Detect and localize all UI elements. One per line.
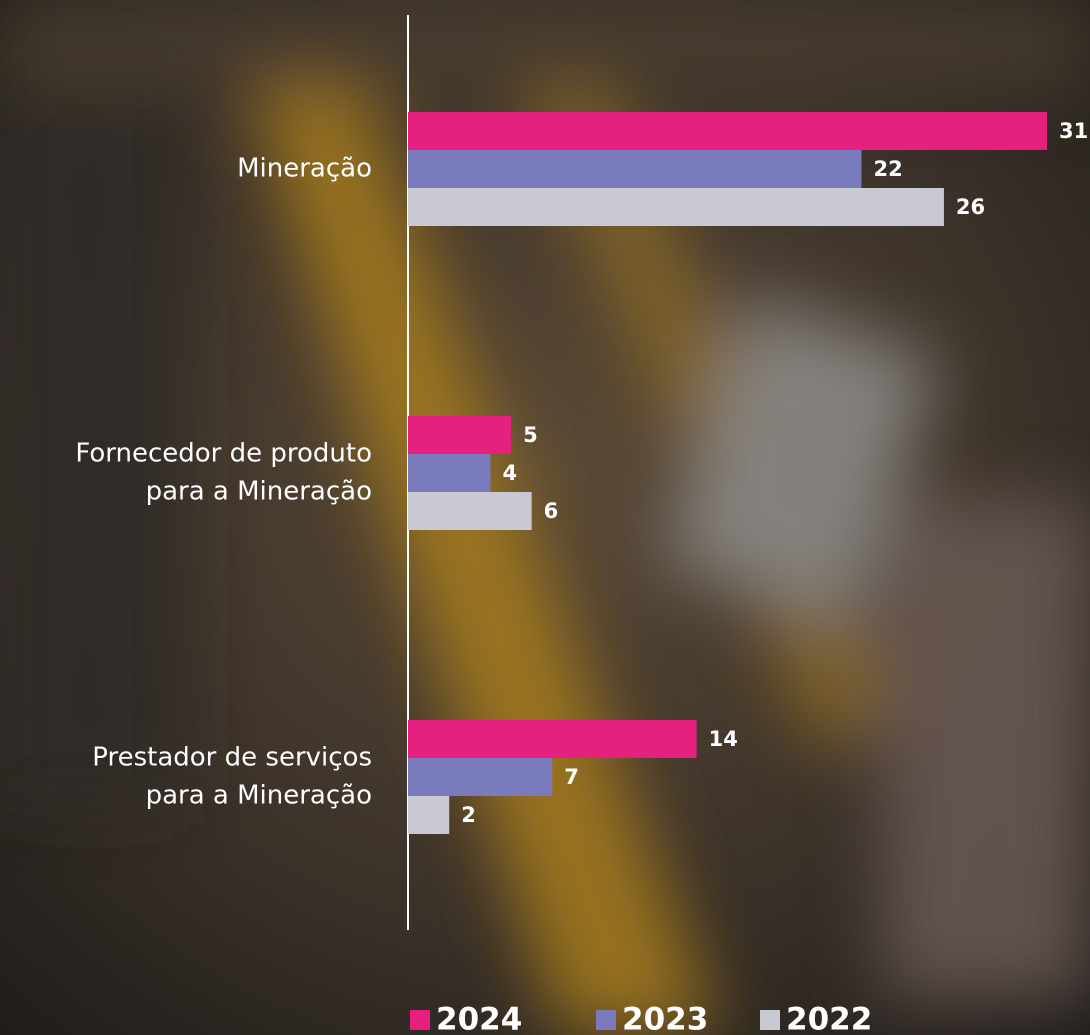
bar bbox=[408, 188, 944, 226]
legend-swatch bbox=[596, 1010, 616, 1030]
value-label: 7 bbox=[564, 765, 579, 789]
legend-label: 2023 bbox=[622, 1002, 708, 1035]
legend-swatch bbox=[410, 1010, 430, 1030]
value-label: 6 bbox=[544, 499, 559, 523]
bar bbox=[408, 758, 552, 796]
legend-label: 2024 bbox=[436, 1002, 522, 1035]
category-label: para a Mineração bbox=[146, 477, 372, 507]
bar bbox=[408, 720, 697, 758]
value-label: 2 bbox=[461, 803, 476, 827]
bar bbox=[408, 454, 490, 492]
category-label: Prestador de serviços bbox=[92, 743, 372, 773]
category-label: Fornecedor de produto bbox=[75, 439, 372, 469]
category-label: Mineração bbox=[237, 154, 372, 184]
bar bbox=[408, 112, 1047, 150]
value-label: 31 bbox=[1059, 119, 1088, 143]
category-label: para a Mineração bbox=[146, 781, 372, 811]
bar bbox=[408, 492, 532, 530]
legend-swatch bbox=[760, 1010, 780, 1030]
bar bbox=[408, 796, 449, 834]
legend-label: 2022 bbox=[786, 1002, 872, 1035]
value-label: 4 bbox=[502, 461, 517, 485]
chart: Mineração312226Fornecedor de produtopara… bbox=[0, 0, 1090, 1035]
bar bbox=[408, 416, 511, 454]
value-label: 14 bbox=[709, 727, 738, 751]
value-label: 22 bbox=[873, 157, 902, 181]
bar bbox=[408, 150, 861, 188]
value-label: 5 bbox=[523, 423, 538, 447]
value-label: 26 bbox=[956, 195, 985, 219]
